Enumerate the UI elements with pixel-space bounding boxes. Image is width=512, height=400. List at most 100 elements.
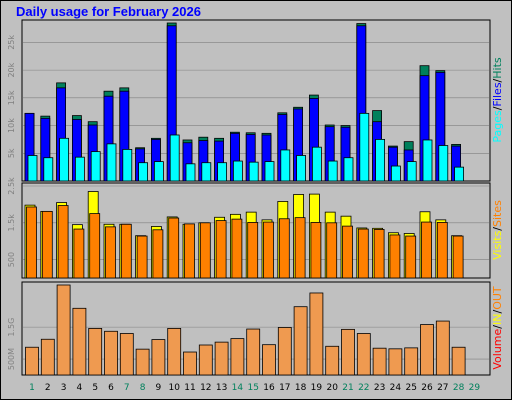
sites-bar bbox=[136, 235, 148, 279]
sites-bar bbox=[247, 222, 259, 279]
day-label: 13 bbox=[216, 383, 227, 393]
day-label: 12 bbox=[200, 383, 211, 393]
legend-visits-sites-part: Sites bbox=[491, 200, 504, 227]
sites-bar bbox=[278, 218, 290, 279]
y-tick-label: 5k bbox=[7, 148, 16, 158]
sites-bar bbox=[373, 229, 385, 279]
day-label: 19 bbox=[311, 383, 323, 393]
pages-bar bbox=[454, 166, 465, 182]
sites-bar bbox=[263, 221, 274, 279]
day-label: 22 bbox=[358, 383, 369, 393]
pages-bar bbox=[296, 155, 307, 182]
volume-bar bbox=[420, 324, 434, 376]
day-label: 7 bbox=[124, 383, 130, 393]
day-label: 15 bbox=[247, 383, 258, 393]
pages-bar bbox=[106, 143, 117, 182]
volume-bar bbox=[293, 306, 308, 376]
pages-bar bbox=[27, 155, 38, 182]
y-tick-label: 500 bbox=[7, 252, 16, 267]
day-label: 5 bbox=[92, 383, 98, 393]
sites-bar bbox=[436, 222, 448, 279]
sites-bar bbox=[215, 220, 227, 279]
sites-bar bbox=[342, 225, 353, 279]
sites-bar bbox=[310, 222, 322, 279]
day-label: 28 bbox=[453, 383, 465, 393]
pages-bar bbox=[327, 160, 338, 182]
day-label: 17 bbox=[279, 383, 290, 393]
pages-bar bbox=[201, 162, 212, 182]
pages-bar bbox=[75, 156, 85, 182]
y-tick-label: 1.5k bbox=[7, 214, 16, 232]
pages-bar bbox=[185, 163, 196, 182]
day-label: 14 bbox=[232, 383, 244, 393]
volume-bar bbox=[198, 344, 213, 376]
sites-bar bbox=[184, 223, 195, 279]
sites-bar bbox=[89, 213, 101, 279]
volume-bar bbox=[356, 333, 371, 376]
day-label: 27 bbox=[437, 383, 448, 393]
volume-bar bbox=[451, 346, 466, 376]
y-tick-label: 15k bbox=[7, 90, 16, 105]
legend-visits-sites-part: Visits bbox=[491, 230, 504, 259]
day-label: 24 bbox=[390, 383, 402, 393]
pages-bar bbox=[59, 137, 69, 182]
volume-bar bbox=[262, 344, 276, 376]
pages-bar bbox=[375, 139, 386, 182]
pages-bar bbox=[90, 151, 101, 182]
y-tick-label: 20k bbox=[7, 62, 16, 77]
day-label: 1 bbox=[29, 383, 35, 393]
sites-bar bbox=[168, 217, 180, 279]
legend-hits-files-pages: Pages/Files/Hits bbox=[491, 57, 504, 143]
pages-bar bbox=[264, 161, 275, 182]
day-label: 26 bbox=[421, 383, 433, 393]
pages-bar bbox=[280, 149, 291, 182]
pages-bar bbox=[153, 161, 164, 182]
volume-bar bbox=[277, 327, 292, 376]
legend-visits-sites-part: / bbox=[491, 227, 504, 231]
pages-bar bbox=[122, 148, 133, 182]
volume-bar bbox=[88, 328, 103, 376]
y-tick-label: 2.5k bbox=[7, 177, 16, 195]
legend-hits-files-pages-part: Files bbox=[491, 82, 504, 106]
sites-bar bbox=[26, 206, 37, 279]
day-label: 11 bbox=[184, 383, 195, 393]
volume-bar bbox=[135, 348, 150, 376]
day-label: 18 bbox=[295, 383, 307, 393]
volume-bar bbox=[25, 346, 39, 376]
sites-bar bbox=[294, 217, 306, 279]
volume-bar bbox=[435, 320, 450, 376]
day-label: 4 bbox=[77, 383, 83, 393]
pages-bar bbox=[169, 134, 180, 182]
volume-bar bbox=[40, 338, 55, 376]
legend-hits-files-pages-part: Hits bbox=[491, 57, 504, 79]
bars bbox=[24, 22, 466, 376]
legend-volume: Volume/IN/OUT bbox=[491, 286, 504, 370]
pages-bar bbox=[343, 157, 354, 182]
sites-bar bbox=[421, 221, 432, 279]
pages-bar bbox=[422, 139, 433, 182]
legend-volume-part: IN bbox=[491, 314, 504, 325]
y-tick-label: 10k bbox=[7, 118, 16, 133]
sites-bar bbox=[326, 222, 338, 279]
day-label: 6 bbox=[108, 383, 114, 393]
legend-hits-files-pages-part: / bbox=[491, 106, 504, 110]
sites-bar bbox=[152, 229, 164, 279]
pages-bar bbox=[248, 161, 259, 182]
volume-bar bbox=[72, 307, 87, 376]
volume-bar bbox=[325, 345, 340, 376]
legend-volume-part: OUT bbox=[491, 286, 504, 310]
pages-bar bbox=[406, 161, 417, 182]
legend-hits-files-pages-part: Pages bbox=[491, 110, 504, 143]
sites-bar bbox=[357, 228, 369, 279]
volume-bar bbox=[119, 333, 134, 376]
pages-bar bbox=[138, 162, 149, 182]
day-label: 21 bbox=[342, 383, 353, 393]
volume-bar bbox=[309, 292, 324, 376]
sites-bar bbox=[231, 218, 243, 279]
legend-volume-part: / bbox=[491, 310, 504, 314]
pages-bar bbox=[390, 165, 401, 182]
day-label: 29 bbox=[469, 383, 481, 393]
sites-bar bbox=[105, 226, 116, 279]
day-label: 25 bbox=[405, 383, 416, 393]
volume-bar bbox=[246, 328, 261, 376]
